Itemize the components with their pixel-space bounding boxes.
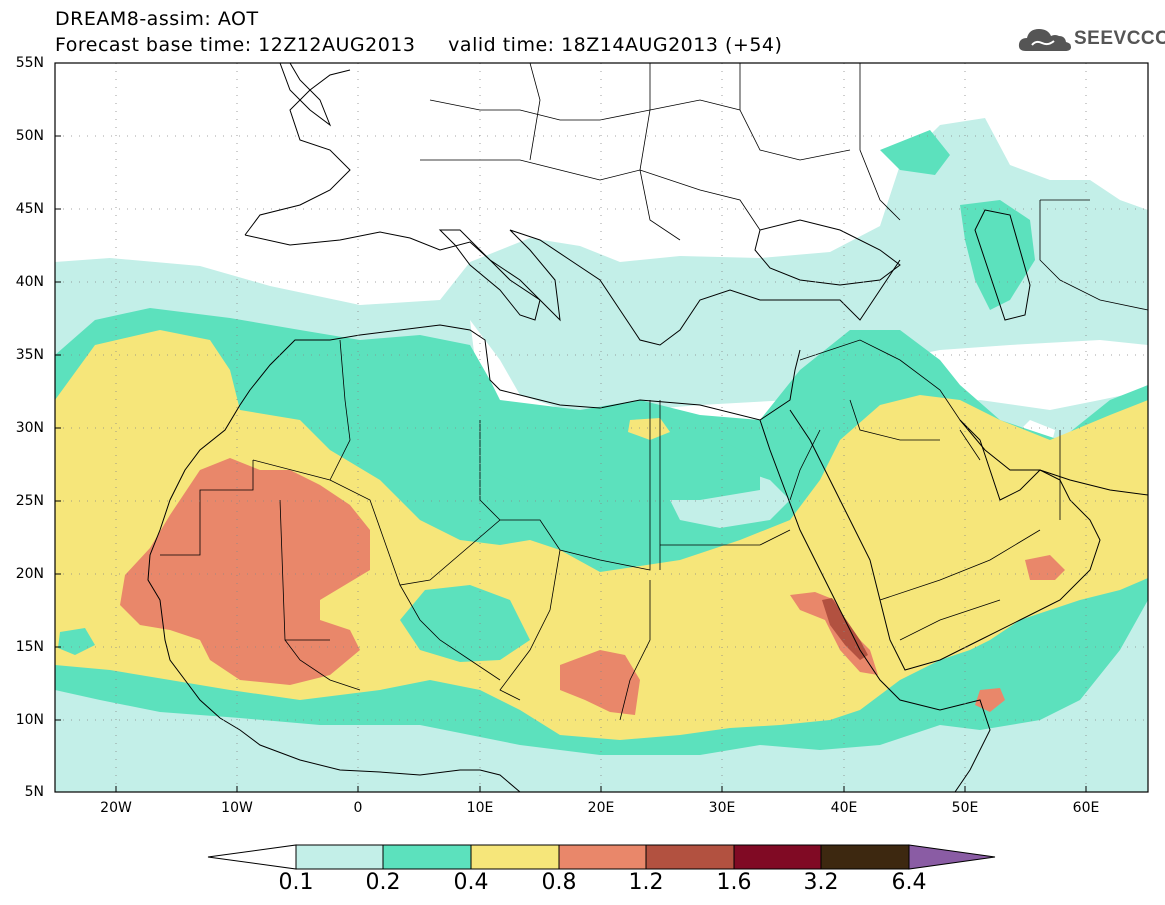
colorbar-label: 0.1 xyxy=(278,870,314,895)
colorbar xyxy=(207,844,996,870)
lat-label: 50N xyxy=(15,128,44,144)
aot-contour-0.8 xyxy=(120,458,1065,715)
lat-label: 55N xyxy=(15,55,44,71)
lon-label: 40E xyxy=(830,800,858,816)
colorbar-under-arrow xyxy=(207,844,297,870)
colorbar-label: 1.2 xyxy=(628,870,664,895)
colorbar-label: 0.2 xyxy=(365,870,401,895)
lat-label: 45N xyxy=(15,201,44,217)
seevccc-logo: SEEVCCC xyxy=(1018,25,1165,55)
lon-label: 0 xyxy=(353,800,363,816)
colorbar-label: 3.2 xyxy=(803,870,839,895)
colorbar-over-arrow xyxy=(908,844,996,870)
lon-label: 20W xyxy=(100,800,132,816)
colorbar-swatch-0.4 xyxy=(470,844,560,870)
lat-label: 20N xyxy=(15,566,44,582)
coastlines xyxy=(147,63,1148,792)
map-title: DREAM8-assim: AOT xyxy=(55,8,259,30)
colorbar-swatch-1.2 xyxy=(645,844,735,870)
lat-label: 5N xyxy=(24,784,44,800)
lon-label: 50E xyxy=(951,800,979,816)
lon-label: 60E xyxy=(1072,800,1100,816)
lat-label: 35N xyxy=(15,347,44,363)
aot-contour-1.2 xyxy=(822,598,868,660)
country-borders xyxy=(160,63,1148,721)
colorbar-swatch-0.2 xyxy=(382,844,472,870)
lat-label: 40N xyxy=(15,274,44,290)
colorbar-label: 0.8 xyxy=(541,870,577,895)
cloud-icon xyxy=(1018,29,1071,51)
colorbar-label: 6.4 xyxy=(891,870,927,895)
lat-label: 15N xyxy=(15,639,44,655)
logo-text: SEEVCCC xyxy=(1074,28,1165,49)
axis-ticks xyxy=(55,62,1087,792)
lon-label: 10W xyxy=(221,800,253,816)
lon-label: 20E xyxy=(587,800,615,816)
colorbar-swatch-1.6 xyxy=(733,844,822,870)
colorbar-label: 1.6 xyxy=(716,870,752,895)
lon-label: 10E xyxy=(466,800,494,816)
lat-label: 10N xyxy=(15,712,44,728)
colorbar-swatch-0.8 xyxy=(558,844,647,870)
lat-label: 25N xyxy=(15,493,44,509)
lon-label: 30E xyxy=(708,800,736,816)
colorbar-label: 0.4 xyxy=(453,870,489,895)
colorbar-swatch-3.2 xyxy=(820,844,910,870)
forecast-time-info: Forecast base time: 12Z12AUG2013 valid t… xyxy=(55,34,783,56)
colorbar-swatch-0.1 xyxy=(295,844,384,870)
lat-label: 30N xyxy=(15,420,44,436)
